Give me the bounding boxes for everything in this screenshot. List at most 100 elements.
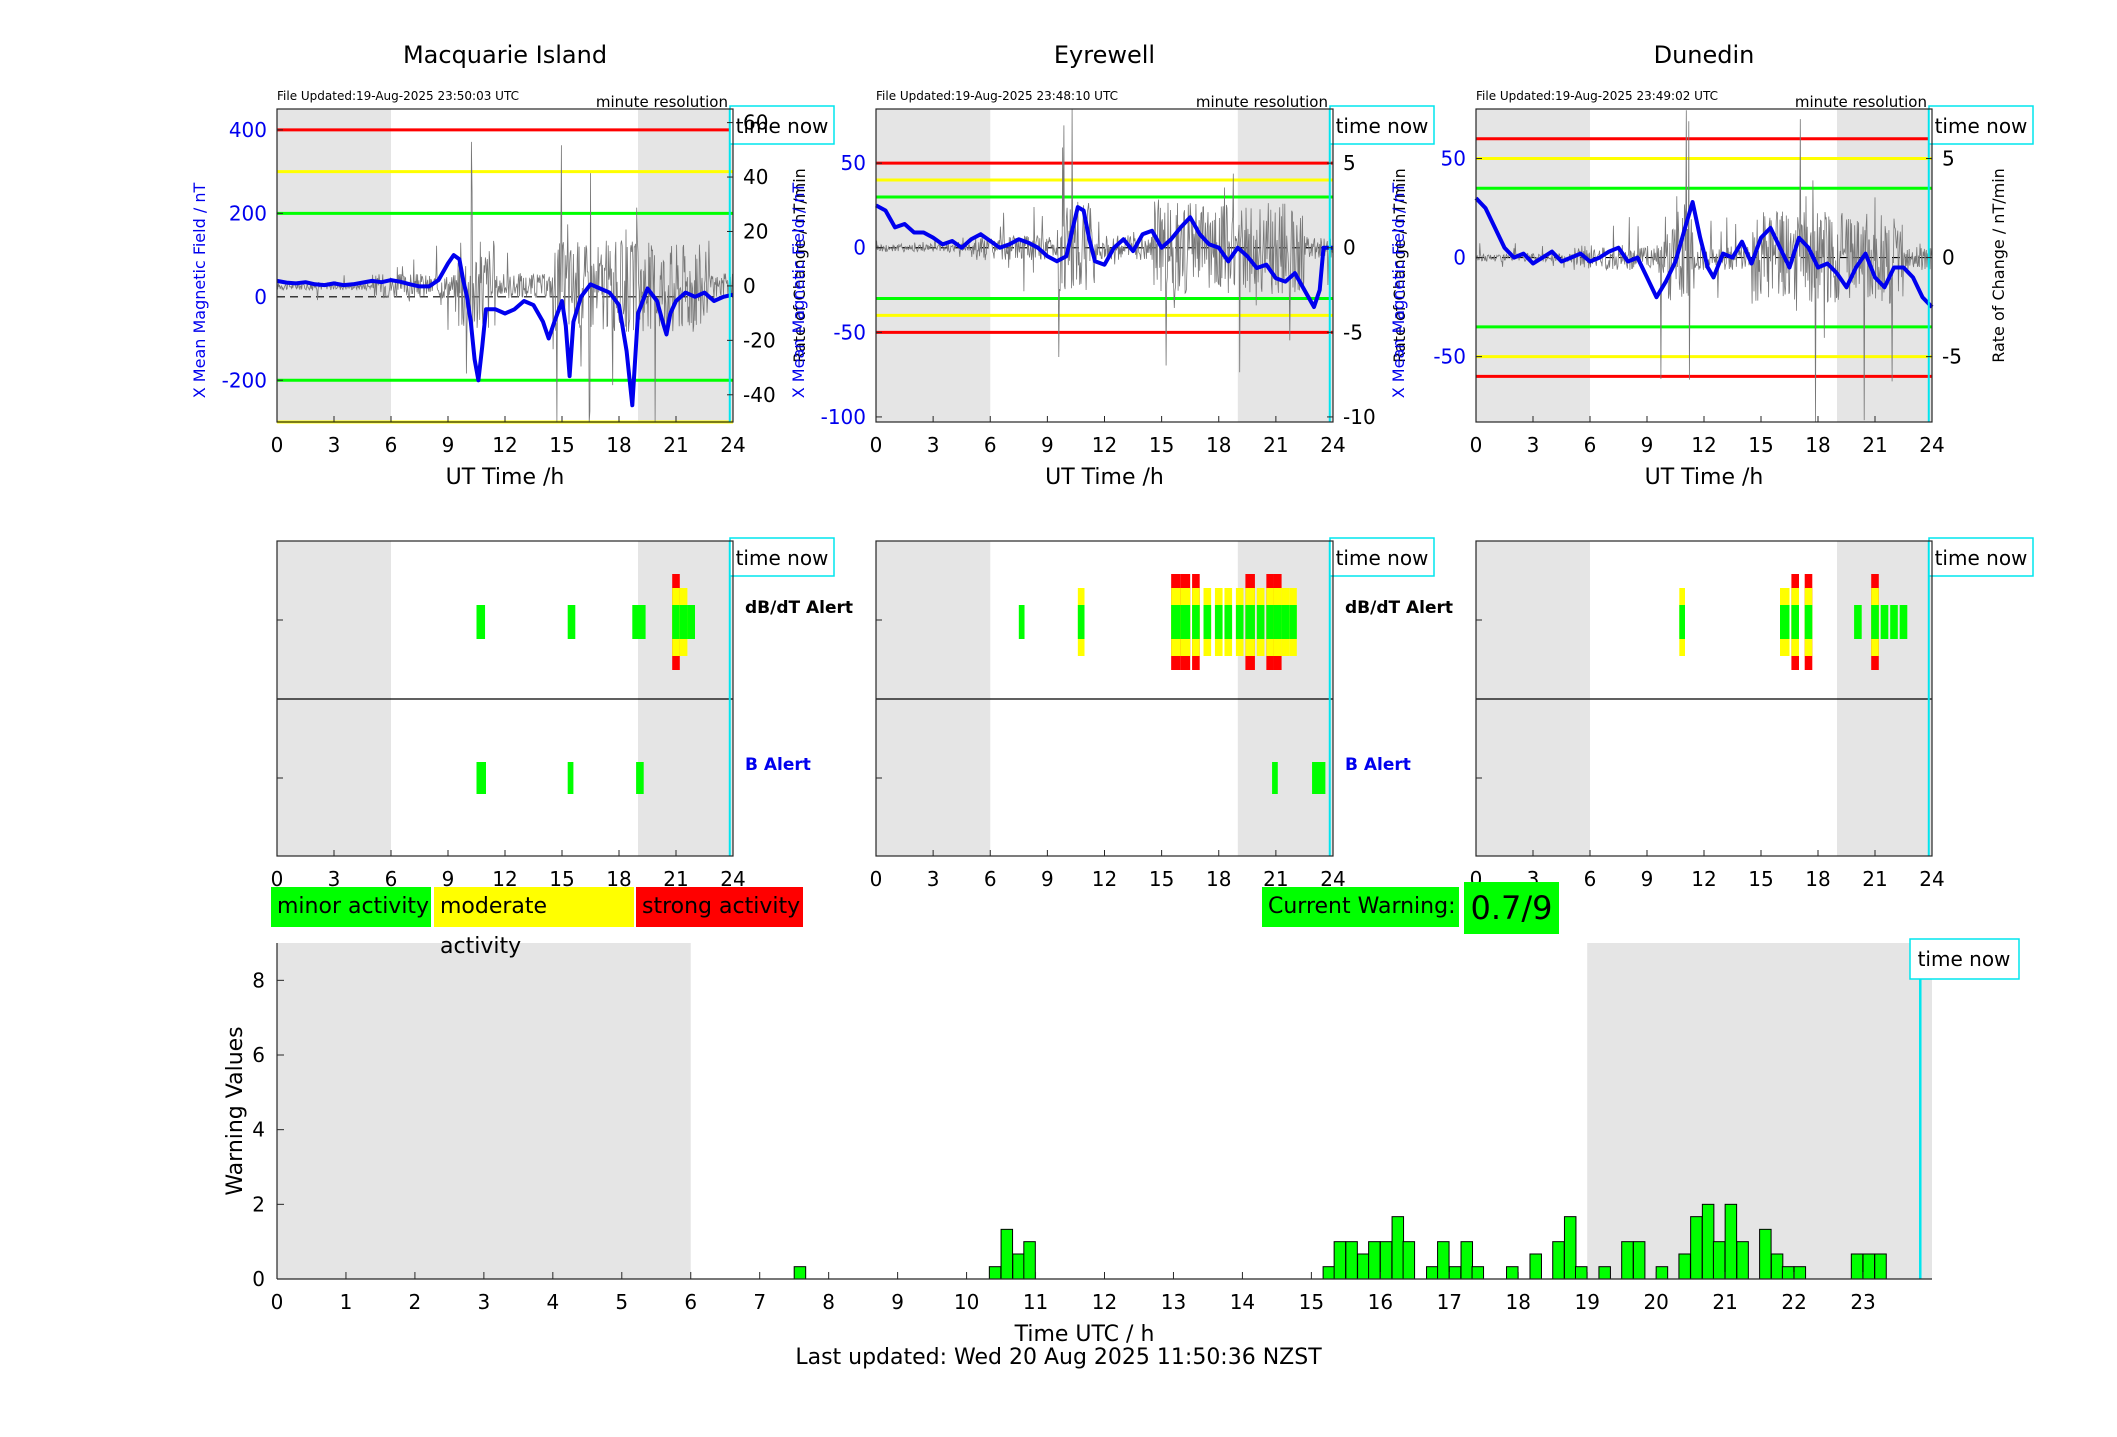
x-tick-label: 8 <box>822 1290 835 1314</box>
db-alert-bar-minor <box>1171 605 1181 639</box>
x-tick-label: 3 <box>1527 433 1540 457</box>
x-tick-label: 12 <box>1691 867 1716 891</box>
y-tick-label-left: 0 <box>254 285 267 309</box>
db-alert-label: dB/dT Alert <box>745 598 853 618</box>
warning-bar <box>1437 1241 1450 1280</box>
time-now-box <box>1928 537 2034 577</box>
warning-bar <box>793 1266 807 1280</box>
x-tick-label: 18 <box>1206 867 1231 891</box>
x-axis-title: UT Time /h <box>1645 465 1764 490</box>
warning-bar <box>1368 1241 1381 1280</box>
x-tick-label: 7 <box>753 1290 766 1314</box>
x-tick-label: 15 <box>1149 433 1174 457</box>
db-alert-bar-minor <box>567 605 576 639</box>
warning-bar <box>1552 1241 1565 1280</box>
db-alert-bar-minor <box>1289 605 1297 639</box>
db-alert-bar-minor <box>1203 605 1212 639</box>
night-shade <box>1476 109 1590 422</box>
legend-strong: strong activity <box>636 887 803 927</box>
db-alert-bar-minor <box>1266 605 1274 639</box>
night-shade <box>1587 943 1932 1279</box>
x-tick-label: 18 <box>1805 867 1830 891</box>
warning-bar <box>1621 1241 1634 1280</box>
x-tick-label: 9 <box>1641 433 1654 457</box>
x-tick-label: 19 <box>1574 1290 1599 1314</box>
db-alert-bar-minor <box>1018 605 1025 639</box>
db-alert-bar-minor <box>1180 605 1191 639</box>
warning-bar <box>1333 1241 1347 1280</box>
warning-bar <box>1862 1253 1876 1280</box>
mean-field-trace <box>875 203 1333 309</box>
y-tick-label-right: 5 <box>1343 151 1356 175</box>
station-title: Dunedin <box>1654 41 1755 69</box>
x-tick-label: 21 <box>1862 433 1887 457</box>
db-alert-bar-minor <box>476 605 486 639</box>
y-tick-label-right: 0 <box>1942 246 1955 270</box>
y-axis-title-left: X Mean Magnetic Field / nT <box>1389 183 1408 399</box>
x-tick-label: 24 <box>1919 433 1944 457</box>
y-tick-label: 4 <box>252 1118 265 1142</box>
warning-bar <box>1023 1241 1036 1280</box>
warning-bar <box>1724 1203 1738 1280</box>
y-tick-label-left: 400 <box>229 118 267 142</box>
warning-bar <box>1712 1241 1726 1280</box>
y-tick-label-right: 20 <box>743 219 768 243</box>
warning-bar <box>1012 1253 1025 1280</box>
x-tick-label: 18 <box>606 433 631 457</box>
file-updated: File Updated:19-Aug-2025 23:48:10 UTC <box>876 89 1118 103</box>
x-tick-label: 21 <box>1263 433 1288 457</box>
current-warning-value: 0.7/9 <box>1464 882 1559 934</box>
x-tick-label: 20 <box>1643 1290 1668 1314</box>
y-tick-label-left: 200 <box>229 201 267 225</box>
y-tick-label: 0 <box>252 1267 265 1291</box>
x-tick-label: 15 <box>549 433 574 457</box>
db-alert-bar-minor <box>1871 605 1879 639</box>
db-alert-bar-minor <box>1890 605 1898 639</box>
db-alert-bar-minor <box>1899 605 1908 639</box>
y-tick-label-right: 0 <box>1343 236 1356 260</box>
warning-bar <box>1460 1241 1474 1280</box>
x-tick-label: 12 <box>1691 433 1716 457</box>
x-tick-label: 9 <box>442 867 455 891</box>
x-tick-label: 23 <box>1850 1290 1875 1314</box>
time-now-box <box>1329 105 1435 145</box>
x-tick-label: 1 <box>340 1290 353 1314</box>
y-axis-title-right: Rate of Change / nT/min <box>790 168 809 363</box>
warning-bar <box>1391 1216 1405 1280</box>
warning-bar <box>1759 1228 1772 1280</box>
x-tick-label: 0 <box>870 867 883 891</box>
db-alert-bar-minor <box>1245 605 1255 639</box>
y-axis-title-right: Rate of Change / nT/min <box>1989 168 2008 363</box>
db-alert-bar-minor <box>1780 605 1790 639</box>
x-axis-title: UT Time /h <box>1045 465 1164 490</box>
file-updated: File Updated:19-Aug-2025 23:49:02 UTC <box>1476 89 1718 103</box>
warning-bar <box>1781 1266 1795 1280</box>
warning-bar <box>1563 1216 1577 1280</box>
file-updated: File Updated:19-Aug-2025 23:50:03 UTC <box>277 89 519 103</box>
db-alert-bar-minor <box>1256 605 1265 639</box>
x-tick-label: 24 <box>1320 433 1345 457</box>
y-tick-label-left: 0 <box>1453 246 1466 270</box>
x-tick-label: 0 <box>271 1290 284 1314</box>
warning-bar <box>1379 1241 1393 1280</box>
time-now-label: time now <box>736 546 829 570</box>
x-tick-label: 6 <box>1584 867 1597 891</box>
x-tick-label: 10 <box>954 1290 979 1314</box>
b-alert-label: B Alert <box>1345 755 1411 775</box>
db-alert-bar-minor <box>679 605 688 639</box>
x-tick-label: 14 <box>1230 1290 1255 1314</box>
warning-bar <box>1655 1266 1669 1280</box>
x-tick-label: 12 <box>1092 1290 1117 1314</box>
x-tick-label: 3 <box>328 433 341 457</box>
x-tick-label: 24 <box>1919 867 1944 891</box>
time-now-box <box>1928 105 2034 145</box>
x-tick-label: 21 <box>1862 867 1887 891</box>
station-title: Macquarie Island <box>403 41 607 69</box>
x-tick-label: 24 <box>720 433 745 457</box>
x-tick-label: 9 <box>1641 867 1654 891</box>
night-shade <box>277 109 391 422</box>
x-tick-label: 9 <box>442 433 455 457</box>
x-tick-label: 12 <box>1092 867 1117 891</box>
db-alert-bar-minor <box>1804 605 1813 639</box>
